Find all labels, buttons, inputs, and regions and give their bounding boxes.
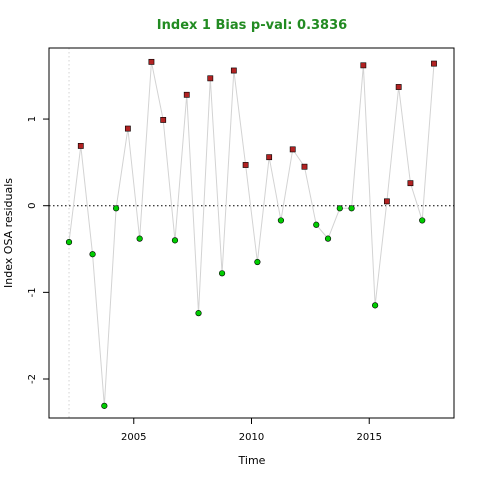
negative-residual-point [336, 205, 343, 212]
y-axis-label: Index OSA residuals [2, 178, 15, 288]
positive-residual-point [360, 62, 367, 69]
positive-residual-point [431, 60, 437, 67]
negative-residual-point [419, 217, 426, 224]
positive-residual-point [395, 84, 402, 90]
negative-residual-point [136, 235, 143, 242]
negative-residual-point [113, 205, 120, 212]
negative-residual-point [254, 258, 261, 266]
y-tick-label: -2 [27, 374, 38, 384]
y-tick-label: 0 [27, 203, 38, 209]
chart-title: Index 1 Bias p-val: 0.3836 [157, 18, 347, 33]
positive-residual-point [230, 67, 237, 74]
positive-residual-point [160, 117, 167, 123]
x-axis-label: Time [238, 454, 266, 467]
positive-residual-point [407, 180, 414, 187]
positive-residual-point [124, 125, 131, 132]
y-tick-label: -1 [27, 287, 38, 297]
negative-residual-point [101, 402, 108, 409]
negative-residual-point [324, 235, 332, 242]
series-line [68, 61, 435, 406]
negative-residual-point [277, 217, 285, 224]
negative-residual-point [218, 270, 226, 277]
axes: 2005 2010 2015 -2 -1 0 1 [27, 116, 382, 443]
positive-residual-point [207, 75, 214, 82]
negative-residual-point [65, 238, 73, 246]
negative-residual-point [171, 237, 179, 244]
x-tick-label: 2010 [239, 432, 264, 443]
x-tick-label: 2015 [357, 432, 382, 443]
positive-residual-point [242, 162, 249, 168]
plot-frame [48, 47, 455, 419]
positive-residual-point [77, 143, 84, 149]
negative-residual-point [195, 310, 202, 317]
x-tick-label: 2005 [121, 432, 146, 443]
series-layer [65, 58, 437, 409]
negative-residual-point [313, 221, 320, 228]
negative-residual-point [348, 205, 355, 212]
negative-residual-point [372, 302, 379, 309]
positive-residual-point [301, 163, 308, 170]
y-tick-label: 1 [27, 116, 38, 122]
positive-residual-point [183, 91, 190, 98]
positive-residual-point [148, 58, 155, 65]
positive-residual-point [289, 146, 296, 153]
positive-residual-point [266, 154, 273, 161]
positive-residual-point [383, 198, 390, 205]
negative-residual-point [89, 251, 96, 258]
